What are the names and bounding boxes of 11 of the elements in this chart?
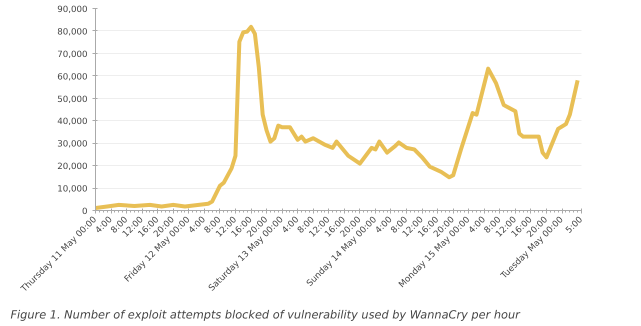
y-tick-label: 80,000 <box>57 27 88 38</box>
y-tick-label: 20,000 <box>57 162 88 172</box>
y-tick-label: 10,000 <box>57 184 88 195</box>
y-tick-label: 60,000 <box>57 72 88 82</box>
y-tick-label: 50,000 <box>57 94 88 105</box>
y-tick-label: 0 <box>82 207 88 217</box>
y-tick-label: 30,000 <box>57 140 88 150</box>
caption: Figure 1. Number of exploit attempts blocked of vulnerability used by WannaCry per hour <box>10 308 522 322</box>
y-tick-label: 90,000 <box>57 5 88 15</box>
y-tick-label: 40,000 <box>57 117 88 128</box>
y-tick-label: 70,000 <box>57 50 88 60</box>
